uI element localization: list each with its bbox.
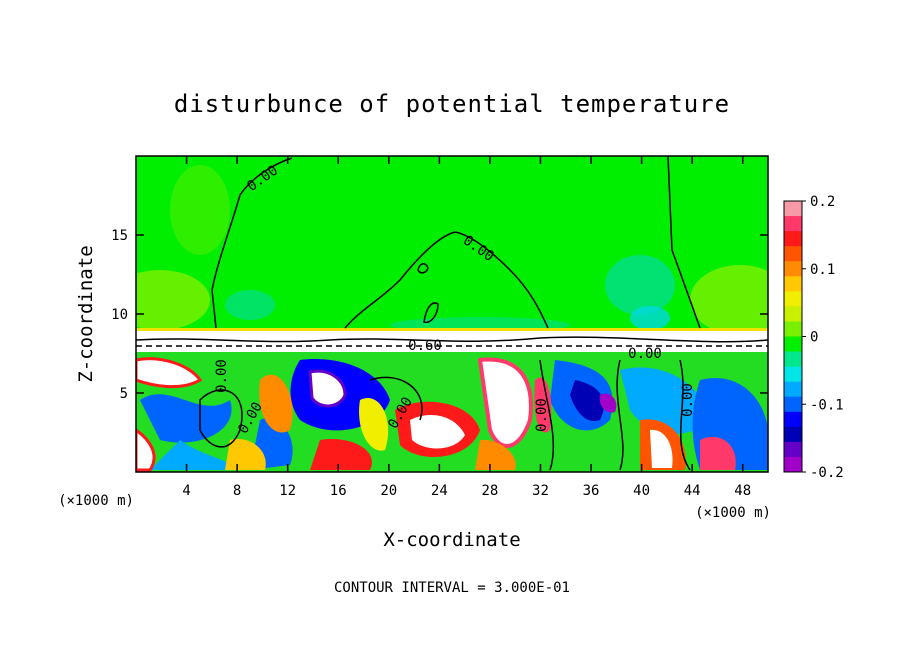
colorbar-swatch — [784, 381, 802, 398]
colorbar-swatch — [784, 351, 802, 368]
colorbar-tick-label: -0.2 — [810, 465, 844, 481]
y-tick-label: 10 — [111, 307, 128, 323]
colorbar-swatch — [784, 366, 802, 383]
y-axis: 5 10 15 — [111, 228, 768, 402]
colorbar: 0.2 0.1 0 -0.1 -0.2 — [783, 194, 844, 481]
colorbar-swatch — [784, 231, 802, 247]
colorbar-swatch — [784, 246, 802, 262]
y-tick-label: 5 — [120, 386, 128, 402]
x-tick-label: 28 — [481, 483, 498, 499]
contour-interval: CONTOUR INTERVAL = 3.000E-01 — [334, 580, 570, 596]
colorbar-swatch — [784, 306, 802, 322]
x-tick-label: 40 — [633, 483, 650, 499]
contour-label: 0.00 — [628, 346, 662, 362]
x-tick-label: 16 — [330, 483, 347, 499]
colorbar-tick-label: -0.1 — [810, 397, 844, 413]
x-tick-label: 8 — [233, 483, 241, 499]
colorbar-swatch — [784, 411, 802, 428]
x-tick-label: 48 — [734, 483, 751, 499]
colorbar-swatch — [784, 426, 802, 443]
x-axis: 4 8 12 16 20 24 28 32 36 40 44 48 — [182, 156, 751, 499]
colorbar-swatch — [784, 201, 802, 217]
contour-label: 0.60 — [408, 338, 442, 354]
contour-lines — [136, 156, 768, 471]
y-axis-label: Z-coordinate — [75, 245, 97, 382]
colorbar-tick-label: 0 — [810, 330, 818, 346]
temperature-field — [136, 156, 768, 472]
x-tick-label: 24 — [431, 483, 448, 499]
colorbar-swatch — [784, 396, 802, 413]
colorbar-swatch — [784, 276, 802, 292]
colorbar-swatch — [784, 336, 802, 353]
x-tick-label: 36 — [583, 483, 600, 499]
contour-label: 0.00 — [534, 398, 550, 432]
colorbar-swatch — [784, 216, 802, 232]
colorbar-tick-label: 0.1 — [810, 262, 835, 278]
x-tick-label: 12 — [279, 483, 296, 499]
x-unit-left: (×1000 m) — [58, 493, 134, 509]
x-axis-label: X-coordinate — [383, 529, 520, 551]
x-tick-label: 44 — [684, 483, 701, 499]
x-unit-right: (×1000 m) — [695, 505, 771, 521]
x-tick-label: 4 — [182, 483, 190, 499]
chart-title: disturbunce of potential temperature — [174, 90, 730, 118]
colorbar-swatch — [784, 441, 802, 458]
colorbar-swatch — [784, 456, 802, 473]
colorbar-swatch — [784, 291, 802, 307]
colorbar-swatch — [784, 321, 802, 337]
colorbar-tick-label: 0.2 — [810, 194, 835, 210]
contour-label: 0.00 — [214, 359, 230, 393]
y-tick-label: 15 — [111, 228, 128, 244]
colorbar-swatch — [784, 261, 802, 277]
contour-label: 0.00 — [680, 383, 696, 417]
x-tick-label: 32 — [532, 483, 549, 499]
x-tick-label: 20 — [380, 483, 397, 499]
